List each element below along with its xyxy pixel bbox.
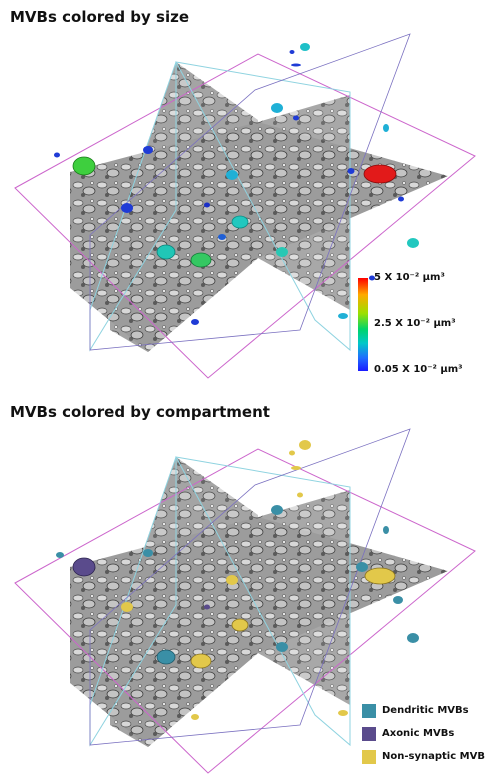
mvb-teal bbox=[407, 238, 419, 248]
mvb-teal bbox=[226, 170, 238, 180]
mvb-blue bbox=[191, 319, 199, 325]
vertical-plane-outline-3 bbox=[89, 428, 411, 746]
size-colorbar bbox=[358, 278, 368, 371]
legend-item-dendritic: Dendritic MVBs bbox=[362, 700, 485, 721]
legend-label-nonsynaptic: Non-synaptic MVBs bbox=[382, 751, 485, 762]
compartment-legend: Dendritic MVBs Axonic MVBs Non-synaptic … bbox=[362, 700, 485, 769]
mvb-nonsynaptic bbox=[226, 575, 238, 585]
mvb-dendritic bbox=[393, 596, 403, 604]
mvb-teal bbox=[276, 247, 288, 257]
mvb-blue bbox=[347, 168, 355, 174]
mvb-blue bbox=[289, 50, 295, 54]
mvb-teal bbox=[383, 124, 389, 132]
size-panel: MVBs colored by size bbox=[0, 0, 485, 385]
mvb-nonsynaptic bbox=[190, 653, 212, 669]
horizontal-plane-outline bbox=[14, 448, 476, 774]
mvb-axonic bbox=[204, 604, 210, 610]
mvb-dendritic bbox=[407, 633, 419, 643]
legend-item-axonic: Axonic MVBs bbox=[362, 723, 485, 744]
colorbar-max-label: 5 X 10⁻² µm³ bbox=[374, 272, 445, 283]
mvb-nonsynaptic bbox=[338, 710, 348, 716]
mvb-dendritic bbox=[383, 526, 389, 534]
mvb-teal bbox=[156, 244, 176, 260]
horizontal-plane-outline bbox=[14, 53, 476, 379]
compartment-panel: MVBs colored by compartment bbox=[0, 395, 485, 780]
mvb-blue bbox=[293, 115, 299, 121]
mvb-blue bbox=[54, 152, 60, 158]
mvb-teal bbox=[300, 43, 310, 51]
mvb-blue bbox=[204, 202, 210, 208]
colorbar-mid-label: 2.5 X 10⁻² µm³ bbox=[374, 318, 456, 329]
colorbar-min-label: 0.05 X 10⁻² µm³ bbox=[374, 364, 463, 375]
panel-title-compartment: MVBs colored by compartment bbox=[10, 403, 270, 421]
mvb-dendritic bbox=[276, 642, 288, 652]
mvb-nonsynaptic bbox=[299, 440, 311, 450]
mvb-dendritic bbox=[271, 505, 283, 515]
mvb-dendritic bbox=[356, 562, 368, 572]
mvb-nonsynaptic bbox=[291, 466, 301, 470]
mvb-blue bbox=[143, 146, 153, 154]
mvb-teal bbox=[338, 313, 348, 319]
mvb-blue bbox=[291, 63, 301, 67]
mvb-teal bbox=[231, 215, 249, 229]
mvb-nonsynaptic bbox=[297, 492, 303, 498]
em-volume-size-scene bbox=[14, 33, 476, 379]
vertical-em-plane-right bbox=[258, 95, 350, 310]
legend-swatch-axonic bbox=[362, 726, 376, 741]
legend-label-axonic: Axonic MVBs bbox=[382, 728, 455, 739]
mvb-blue bbox=[369, 275, 375, 281]
vertical-em-plane-left bbox=[110, 62, 258, 352]
legend-swatch-nonsynaptic bbox=[362, 749, 376, 764]
mvb-axonic bbox=[72, 557, 96, 577]
vertical-em-plane-right bbox=[258, 490, 350, 705]
panel-title-size: MVBs colored by size bbox=[10, 8, 190, 26]
mvb-blue bbox=[121, 203, 133, 213]
mvb-nonsynaptic bbox=[191, 714, 199, 720]
mvb-blue bbox=[398, 196, 404, 202]
mvb-dendritic bbox=[156, 649, 176, 665]
mvb-dendritic bbox=[56, 552, 64, 558]
legend-swatch-dendritic bbox=[362, 703, 376, 718]
mvb-nonsynaptic bbox=[289, 450, 295, 456]
mvb-teal bbox=[271, 103, 283, 113]
mvb-green bbox=[190, 252, 212, 268]
legend-item-nonsynaptic: Non-synaptic MVBs bbox=[362, 746, 485, 767]
mvb-nonsynaptic bbox=[121, 602, 133, 612]
em-volume-compartment-scene bbox=[14, 428, 476, 774]
vertical-plane-outline-2 bbox=[175, 456, 351, 747]
vertical-plane-outline-2 bbox=[175, 61, 351, 352]
mvb-blue bbox=[218, 234, 226, 240]
mvb-dendritic bbox=[143, 549, 153, 557]
vertical-em-plane-left bbox=[110, 457, 258, 747]
vertical-plane-outline-3 bbox=[89, 33, 411, 351]
mvb-green bbox=[72, 156, 96, 176]
mvb-nonsynaptic bbox=[364, 567, 396, 585]
mvb-nonsynaptic bbox=[231, 618, 249, 632]
legend-label-dendritic: Dendritic MVBs bbox=[382, 705, 469, 716]
mvb-red bbox=[363, 164, 397, 184]
